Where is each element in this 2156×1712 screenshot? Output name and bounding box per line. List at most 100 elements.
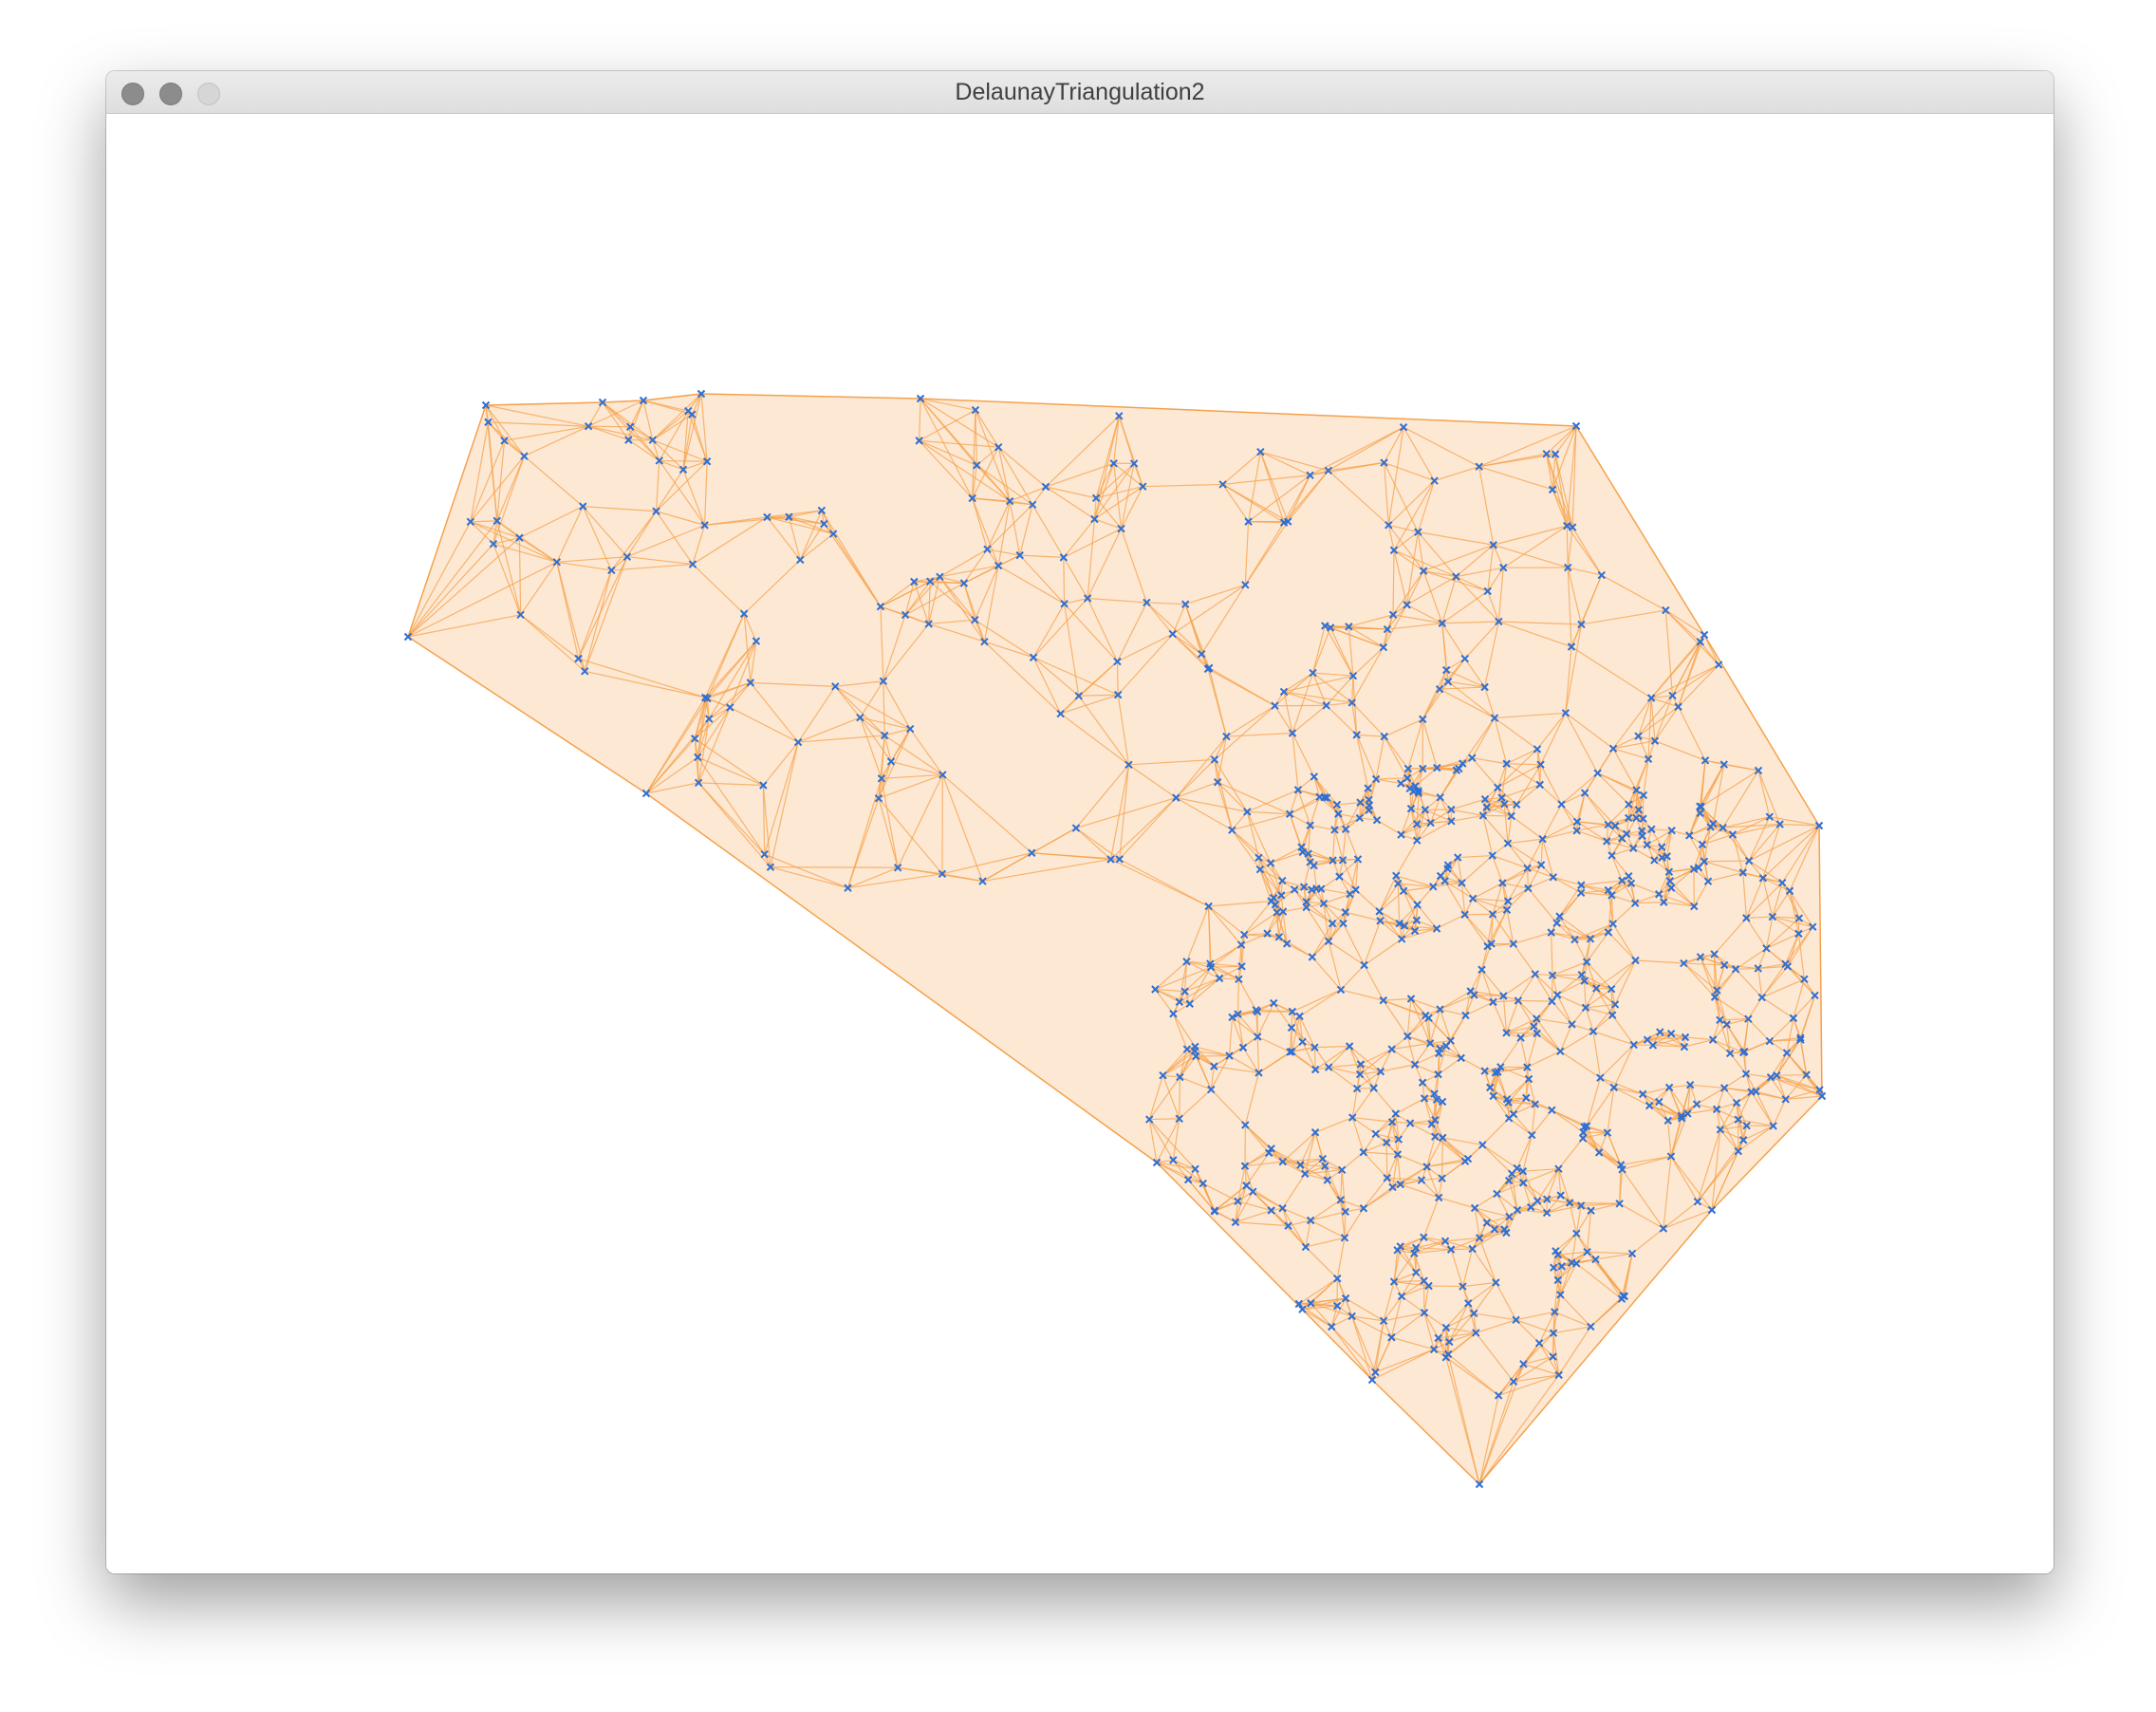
triangle-edge — [1434, 466, 1479, 482]
triangle-edge — [1310, 825, 1335, 831]
triangle-edge — [1508, 1180, 1518, 1211]
triangle-edge — [1208, 901, 1272, 907]
site-point — [1608, 851, 1616, 860]
triangle-edge — [1304, 1165, 1326, 1175]
site-point — [877, 774, 886, 783]
triangle-edge — [847, 873, 943, 889]
site-point — [1249, 1187, 1257, 1196]
site-point — [697, 389, 706, 399]
triangle-edge — [1515, 1319, 1540, 1344]
site-point — [1222, 732, 1231, 741]
triangle-edge — [1471, 717, 1496, 759]
site-point — [1339, 919, 1348, 928]
triangle-edge — [659, 410, 689, 461]
site-point — [1690, 902, 1699, 911]
zoom-icon[interactable] — [197, 83, 220, 105]
site-point — [1145, 1115, 1154, 1124]
triangle-edge — [1484, 686, 1496, 718]
site-point — [1185, 999, 1194, 1008]
site-point — [1618, 876, 1626, 885]
triangle-edge — [1527, 867, 1529, 889]
triangle-edge — [1534, 974, 1552, 1002]
site-point — [1708, 1035, 1718, 1044]
site-point — [1650, 736, 1660, 745]
triangle-edge — [1523, 1363, 1559, 1376]
triangle-edge — [407, 521, 472, 638]
triangle-edge — [1202, 1182, 1238, 1202]
triangle-edge — [1495, 1072, 1508, 1100]
triangle-edge — [1557, 1251, 1588, 1256]
site-point — [1412, 916, 1422, 924]
triangle-edge — [1506, 748, 1538, 765]
triangle-edge — [1403, 426, 1479, 468]
triangle-edge — [1416, 820, 1452, 842]
triangle-edge — [1395, 1113, 1400, 1140]
triangle-edge — [1558, 1326, 1591, 1376]
triangle-edge — [1497, 568, 1504, 623]
triangle-edge — [708, 681, 752, 719]
site-point — [1290, 885, 1299, 894]
site-point — [1340, 1234, 1349, 1242]
site-point — [1175, 1114, 1183, 1123]
triangle-edge — [1210, 1089, 1246, 1126]
triangle-edge — [972, 497, 999, 567]
triangle-edge — [1401, 1272, 1417, 1297]
site-point — [1638, 831, 1646, 841]
triangle-edge — [1113, 463, 1123, 530]
site-point — [1580, 977, 1589, 985]
site-point — [1552, 919, 1561, 927]
site-point — [1556, 1291, 1565, 1299]
minimize-icon[interactable] — [159, 83, 182, 105]
site-point — [1395, 919, 1403, 928]
site-point — [1548, 996, 1556, 1006]
triangulation-canvas[interactable] — [106, 114, 2054, 1573]
triangle-edge — [1612, 903, 1636, 924]
triangle-edge — [1117, 695, 1130, 765]
triangle-edge — [1128, 764, 1177, 799]
site-point — [1334, 809, 1343, 818]
site-point — [1225, 1051, 1234, 1060]
triangle-edge — [1276, 895, 1282, 913]
site-point — [1330, 826, 1339, 834]
site-point — [1379, 996, 1387, 1005]
triangle-edge — [1075, 764, 1129, 828]
triangle-edge — [1451, 798, 1486, 810]
triangle-edge — [496, 440, 506, 521]
triangle-edge — [655, 511, 694, 565]
site-point — [1306, 471, 1314, 479]
site-point — [1422, 1011, 1430, 1020]
site-point — [1286, 1048, 1294, 1056]
triangle-edge — [1619, 1202, 1664, 1230]
triangle-edge — [1303, 886, 1308, 908]
site-point — [1276, 891, 1286, 900]
site-point — [1074, 692, 1083, 700]
triangle-edge — [1441, 621, 1499, 624]
triangle-edge — [1745, 1072, 1772, 1078]
triangle-edge — [1231, 829, 1272, 864]
title-bar[interactable]: DelaunayTriangulation2 — [106, 71, 2054, 114]
site-point — [844, 884, 852, 892]
close-icon[interactable] — [121, 83, 144, 105]
triangle-edge — [904, 576, 940, 616]
triangle-edge — [1678, 706, 1706, 761]
triangle-edge — [1120, 463, 1135, 530]
triangle-edge — [890, 760, 943, 776]
site-point — [1371, 1368, 1380, 1377]
triangle-edge — [628, 439, 660, 461]
triangle-edge — [1379, 890, 1404, 912]
triangle-edge — [1356, 1073, 1361, 1089]
triangle-edge — [1128, 758, 1215, 766]
triangle-edge — [1613, 1087, 1644, 1095]
site-point — [1405, 1119, 1415, 1127]
triangle-edge — [1116, 602, 1147, 662]
triangle-edge — [1637, 735, 1649, 760]
triangle-edge — [1470, 969, 1483, 992]
triangle-edge — [1310, 1211, 1346, 1221]
site-point — [828, 530, 838, 538]
site-point — [1680, 1042, 1689, 1051]
triangle-edge — [1109, 764, 1130, 860]
triangle-edge — [1392, 1121, 1411, 1125]
triangle-edge — [1471, 757, 1498, 789]
triangle-edge — [1527, 1051, 1561, 1069]
triangle-edge — [976, 464, 1011, 502]
